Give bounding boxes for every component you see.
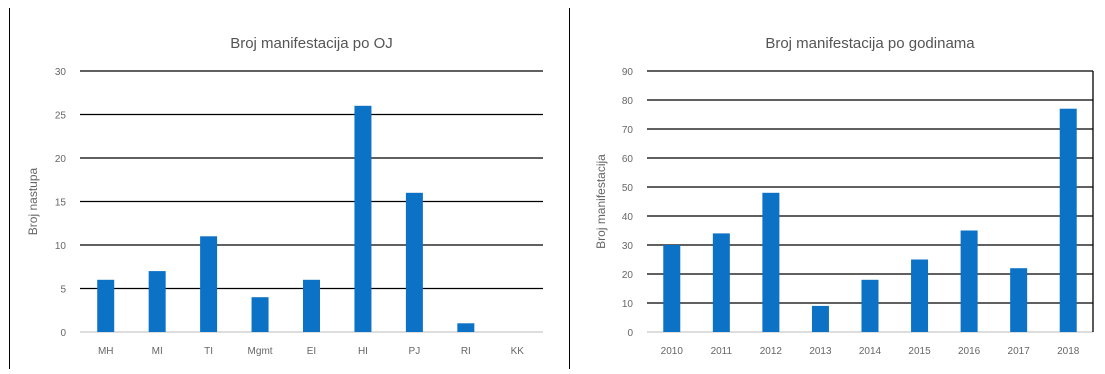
- y-tick-label: 80: [622, 96, 634, 107]
- y-tick-label: 40: [622, 212, 634, 223]
- y-axis-label: Broj manifestacija: [594, 154, 608, 249]
- x-tick-label: EI: [307, 346, 316, 357]
- x-tick-label: 2013: [809, 346, 832, 357]
- panel-divider: [569, 8, 570, 369]
- bar-2013: [811, 305, 829, 332]
- x-tick-label: TI: [204, 346, 213, 357]
- left-panel-border: [9, 8, 10, 369]
- x-tick-label: 2014: [859, 346, 882, 357]
- x-tick-label: MH: [98, 346, 114, 357]
- y-tick-label: 30: [55, 67, 67, 78]
- x-tick-label: 2010: [661, 346, 684, 357]
- y-tick-label: 50: [622, 183, 634, 194]
- y-tick-label: 30: [622, 241, 634, 252]
- y-tick-label: 10: [55, 241, 67, 252]
- y-tick-label: 70: [622, 125, 634, 136]
- bar-2017: [1010, 268, 1028, 332]
- chart-by-org-unit: Broj manifestacija po OJ Broj nastupa 0 5 10…: [26, 35, 543, 357]
- y-tick-label: 0: [627, 328, 633, 339]
- x-tick-label: PJ: [409, 346, 421, 357]
- bar-hi: [354, 105, 372, 332]
- bar-2016: [960, 230, 978, 332]
- bar-2010: [663, 245, 681, 332]
- bar-2018: [1059, 108, 1077, 332]
- x-tick-label: Mgmt: [248, 346, 273, 357]
- y-tick-label: 5: [60, 285, 66, 296]
- x-tick-label: 2018: [1057, 346, 1080, 357]
- y-tick-label: 60: [622, 154, 634, 165]
- chart-panel-left: Broj manifestacija po OJ Broj nastupa 0 5 10…: [26, 35, 543, 357]
- y-tick-label: 25: [55, 111, 67, 122]
- bar-ei: [303, 279, 320, 332]
- y-axis-label: Broj nastupa: [26, 167, 40, 235]
- chart-title: Broj manifestacija po godinama: [765, 35, 975, 52]
- y-tick-label: 10: [622, 299, 634, 310]
- bar-ri: [457, 323, 475, 332]
- x-tick-label: 2017: [1008, 346, 1031, 357]
- y-tick-label: 20: [55, 154, 67, 165]
- bar-ti: [200, 236, 218, 332]
- chart-by-year: Broj manifestacija po godinama Broj manif…: [594, 35, 1094, 357]
- x-tick-label: KK: [511, 346, 525, 357]
- bar-2012: [762, 192, 780, 332]
- y-tick-label: 0: [60, 328, 66, 339]
- bar-mi: [148, 271, 166, 332]
- x-tick-label: MI: [152, 346, 163, 357]
- bar-mgmt: [251, 297, 269, 332]
- y-tick-label: 20: [622, 270, 634, 281]
- bar-2015: [911, 259, 929, 332]
- y-tick-label: 15: [55, 198, 67, 209]
- bar-mh: [97, 279, 115, 332]
- x-tick-label: 2011: [711, 346, 733, 357]
- bar-2011: [712, 233, 730, 332]
- x-tick-label: 2012: [760, 346, 783, 357]
- y-tick-label: 90: [622, 67, 634, 78]
- x-tick-label: HI: [358, 346, 368, 357]
- x-tick-label: RI: [461, 346, 471, 357]
- chart-title: Broj manifestacija po OJ: [230, 35, 393, 52]
- bar-pj: [405, 192, 423, 332]
- bar-2014: [861, 279, 879, 332]
- x-tick-label: 2015: [908, 346, 931, 357]
- x-tick-label: 2016: [958, 346, 981, 357]
- chart-panel-right: Broj manifestacija po godinama Broj manif…: [575, 0, 1105, 369]
